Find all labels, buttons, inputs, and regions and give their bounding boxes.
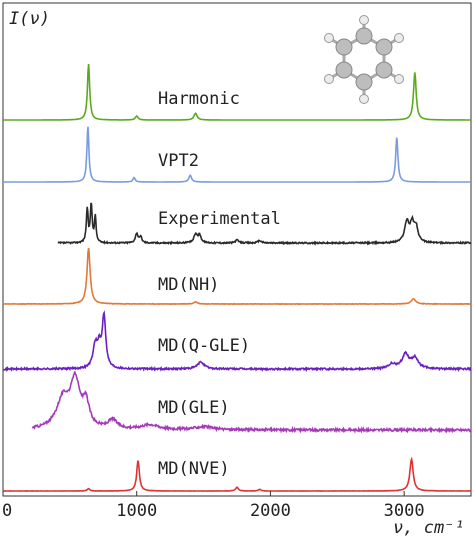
series-label: MD(NH): [158, 275, 219, 295]
spectrum-line-vpt2: [3, 126, 471, 183]
plot-frame: [2, 2, 472, 497]
x-tick-label: 3000: [384, 501, 425, 521]
series-label: MD(GLE): [158, 398, 230, 418]
series-label: VPT2: [158, 151, 199, 171]
series-labels: Harmonic VPT2 Experimental MD(NH) MD(Q-GLE) M…: [158, 89, 281, 479]
spectrum-line-md-gle-: [31, 371, 472, 434]
x-tick-label: 1000: [116, 501, 157, 521]
x-tick-label: 0: [2, 501, 12, 521]
series-label: Experimental: [158, 209, 281, 229]
benzene-molecule-icon: [324, 15, 404, 104]
series-label: MD(Q-GLE): [158, 336, 250, 356]
x-axis-label: ν, cm⁻¹: [393, 518, 465, 538]
series-label: Harmonic: [158, 89, 240, 109]
spectrum-line-md-nh-: [2, 247, 471, 306]
spectrum-line-harmonic: [3, 63, 471, 121]
y-axis-label: I(ν): [9, 9, 50, 29]
x-axis-ticks: 0 1000 2000 3000: [2, 491, 425, 521]
spectrum-line-md-q-gle-: [3, 310, 472, 373]
spectrum-line-experimental: [57, 202, 472, 247]
x-tick-label: 2000: [250, 501, 291, 521]
spectrum-traces: [2, 63, 472, 492]
series-label: MD(NVE): [158, 459, 230, 479]
spectrum-line-md-nve-: [3, 456, 471, 492]
